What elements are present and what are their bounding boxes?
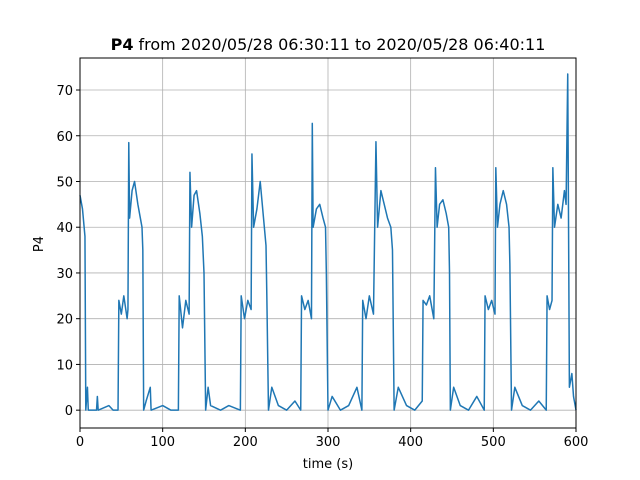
x-tick-label: 600 <box>564 435 589 450</box>
data-line <box>79 73 577 411</box>
y-tick-label: 40 <box>56 221 73 236</box>
x-tick-label: 300 <box>316 435 341 450</box>
x-tick-label: 0 <box>76 435 84 450</box>
x-tick-label: 400 <box>398 435 423 450</box>
axes-frame <box>79 57 577 429</box>
x-tick-label: 200 <box>233 435 258 450</box>
chart-title: P4 from 2020/05/28 06:30:11 to 2020/05/28… <box>111 35 546 54</box>
y-tick-label: 70 <box>56 84 73 99</box>
x-axis-label: time (s) <box>303 457 353 472</box>
title-rest: from 2020/05/28 06:30:11 to 2020/05/28 0… <box>138 35 545 54</box>
y-axis-label: P4 <box>32 236 47 252</box>
y-tick-label: 0 <box>65 404 73 419</box>
y-tick-label: 20 <box>56 313 73 328</box>
y-tick-label: 30 <box>56 267 73 282</box>
x-tick-label: 100 <box>150 435 175 450</box>
y-tick-label: 50 <box>56 175 73 190</box>
title-bold: P4 <box>111 35 134 54</box>
y-tick-label: 60 <box>56 130 73 145</box>
y-tick-label: 10 <box>56 358 73 373</box>
x-tick-label: 500 <box>481 435 506 450</box>
